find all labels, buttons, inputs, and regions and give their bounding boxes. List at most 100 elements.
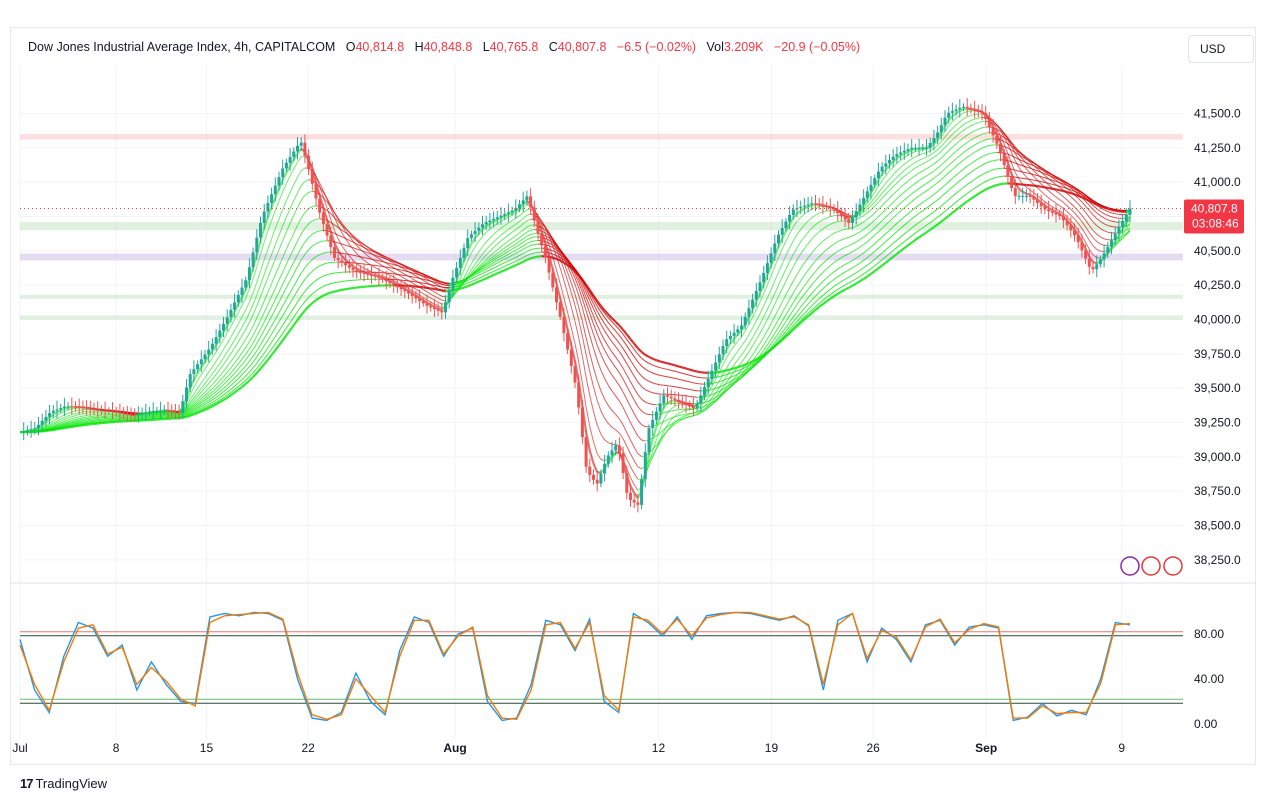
ema-ribbon-line [896, 167, 901, 172]
candle-body [677, 399, 681, 402]
ema-ribbon-line [90, 419, 95, 422]
tradingview-logo[interactable]: 17 TradingView [20, 776, 107, 791]
candle-body [921, 147, 925, 149]
ema-ribbon-line [237, 316, 243, 325]
candle-body [917, 147, 921, 149]
ema-ribbon-line [804, 303, 809, 309]
ema-ribbon-line [407, 289, 413, 294]
ema-ribbon-line [404, 270, 409, 273]
ema-ribbon-line [219, 391, 224, 395]
ema-ribbon-line [1015, 169, 1020, 172]
ema-ribbon-line [71, 415, 76, 418]
ema-ribbon-line [526, 218, 531, 222]
ema-ribbon-line [756, 358, 761, 362]
ema-ribbon-line [933, 199, 938, 204]
ema-ribbon-line [566, 264, 572, 269]
ema-ribbon-line [807, 238, 813, 244]
ema-ribbon-line [626, 363, 631, 371]
ema-ribbon-line [959, 203, 965, 208]
ema-ribbon-line [526, 253, 531, 257]
ema-ribbon-line [719, 379, 724, 383]
ema-ribbon-line [363, 259, 369, 264]
ema-ribbon-line [848, 227, 853, 230]
ema-ribbon-line [952, 165, 957, 170]
ema-ribbon-line [1029, 173, 1034, 176]
ema-ribbon-line [660, 374, 664, 377]
ema-ribbon-line [1048, 182, 1053, 185]
ema-ribbon-line [270, 349, 277, 356]
ema-ribbon-line [45, 420, 50, 425]
ema-ribbon-line [526, 237, 531, 241]
ema-ribbon-line [578, 295, 583, 308]
ema-ribbon-line [1085, 201, 1090, 206]
ema-ribbon-line [522, 231, 528, 236]
ema-ribbon-line [252, 336, 258, 344]
ema-ribbon-line [197, 400, 202, 405]
ema-ribbon-line [881, 194, 887, 199]
ema-ribbon-line [1085, 242, 1090, 250]
ema-ribbon-line [53, 422, 58, 425]
ema-ribbon-line [1063, 190, 1068, 194]
ema-ribbon-line [52, 411, 58, 416]
ema-ribbon-line [596, 344, 602, 355]
ema-ribbon-line [389, 258, 394, 261]
ema-ribbon-line [1052, 206, 1057, 210]
ema-ribbon-line [537, 217, 543, 222]
ema-ribbon-line [667, 417, 672, 421]
ema-ribbon-line [741, 373, 746, 378]
ema-ribbon-line [963, 174, 968, 179]
ema-ribbon-line [330, 290, 335, 294]
ema-ribbon-line [378, 274, 383, 277]
candle-body [995, 135, 999, 144]
ema-ribbon-line [337, 217, 343, 224]
ema-ribbon-line [304, 249, 309, 255]
ema-ribbon-line [559, 257, 565, 261]
ema-ribbon-line [629, 338, 636, 345]
ema-ribbon-line [237, 383, 243, 387]
ema-ribbon-line [803, 315, 809, 321]
ema-ribbon-line [863, 233, 868, 238]
ema-ribbon-line [1070, 196, 1075, 201]
ema-ribbon-line [300, 167, 306, 172]
ema-ribbon-line [349, 239, 354, 243]
ema-ribbon-line [326, 283, 331, 286]
ema-ribbon-line [241, 289, 247, 298]
ema-ribbon-line [456, 285, 461, 288]
ema-ribbon-line [1085, 194, 1090, 199]
ema-ribbon-line [463, 282, 468, 286]
ema-ribbon-line [678, 386, 683, 389]
ema-ribbon-line [504, 234, 509, 239]
ema-ribbon-line [186, 411, 191, 415]
ema-ribbon-line [471, 279, 476, 282]
ema-ribbon-line [64, 415, 69, 418]
ema-ribbon-line [326, 210, 332, 215]
candle-body [148, 411, 151, 413]
ema-ribbon-line [618, 351, 624, 358]
symbol-title[interactable]: Dow Jones Industrial Average Index, 4h, … [28, 40, 336, 54]
ema-ribbon-line [249, 361, 254, 367]
ema-ribbon-line [674, 415, 679, 418]
ema-ribbon-line [633, 429, 639, 437]
ema-ribbon-line [900, 233, 905, 238]
ema-ribbon-line [807, 312, 813, 318]
candle-body [902, 150, 906, 153]
candle-body [1058, 214, 1062, 217]
ema-ribbon-line [900, 163, 905, 168]
ema-ribbon-line [459, 286, 465, 290]
ema-ribbon-line [648, 448, 654, 454]
ema-ribbon-line [600, 433, 606, 441]
ema-ribbon-line [952, 183, 957, 188]
ema-ribbon-line [596, 316, 602, 325]
ema-ribbon-line [803, 269, 809, 276]
ema-ribbon-line [341, 243, 346, 246]
ema-ribbon-line [685, 367, 691, 371]
ema-ribbon-line [896, 227, 901, 232]
ema-ribbon-line [663, 368, 668, 370]
ema-ribbon-line [900, 191, 905, 196]
ema-ribbon-line [281, 171, 288, 181]
currency-button[interactable]: USD [1188, 35, 1254, 63]
ema-ribbon-line [774, 326, 779, 334]
ema-ribbon-line [630, 393, 635, 401]
ema-ribbon-line [648, 456, 654, 466]
